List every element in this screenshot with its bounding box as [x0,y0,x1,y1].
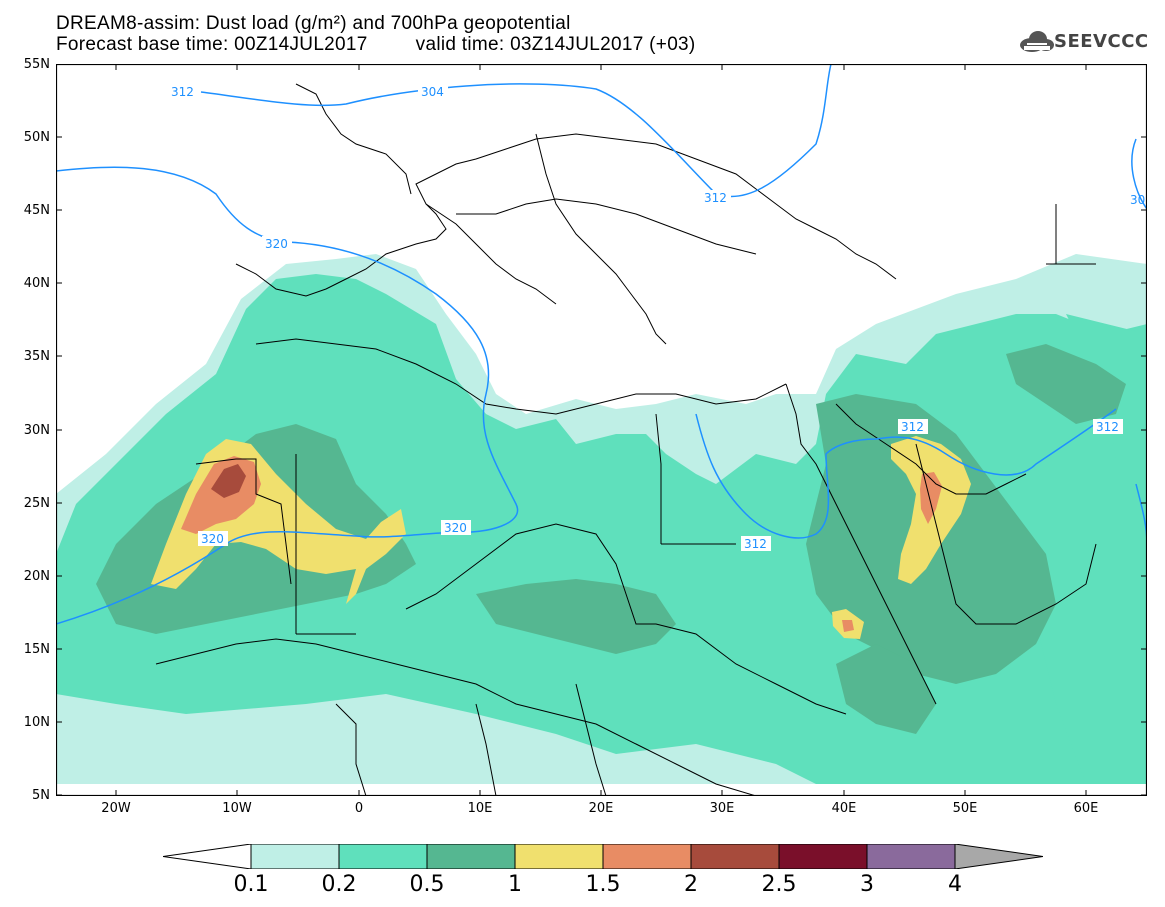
colorbar-segment [426,844,516,869]
contour-label-320a: 320 [265,237,288,251]
colorbar-segment [866,844,956,869]
geopotential-contours [56,64,1147,625]
lat-label: 5N [32,788,50,803]
lon-label: 40E [831,801,857,816]
colorbar-label: 1 [508,872,522,897]
lat-label: 50N [23,130,50,145]
colorbar-segment [778,844,868,869]
time-info: Forecast base time: 00Z14JUL2017 valid ti… [56,35,696,55]
map-title: DREAM8-assim: Dust load (g/m²) and 700hP… [56,13,571,34]
lon-label: 50E [952,801,978,816]
colorbar-label: 0.5 [409,872,445,897]
lat-label: 45N [23,203,50,218]
lon-label: 10E [467,801,493,816]
lat-label: 40N [23,276,50,291]
lat-label: 25N [23,496,50,511]
lon-label: 0 [354,801,364,816]
colorbar-label: 2.5 [761,872,797,897]
dust-level-2-areas [211,464,246,498]
lon-label: 20W [101,801,131,816]
colorbar-segment [338,844,428,869]
colorbar-segment [690,844,780,869]
colorbar-segment [602,844,692,869]
contour-label-312d: 312 [901,420,924,434]
lat-label: 10N [23,715,50,730]
contour-label-304: 304 [421,85,444,99]
seevccc-logo [1020,31,1054,52]
contour-labels: 312 304 312 320 320 320 312 312 312 30 [168,84,1145,551]
colorbar-label: 0.1 [233,872,269,897]
lon-label: 20E [588,801,614,816]
contour-label-320b: 320 [444,521,467,535]
lon-label: 30E [709,801,735,816]
colorbar [163,844,1043,869]
cloud-icon [1020,31,1054,52]
lat-label: 20N [23,569,50,584]
lat-label: 35N [23,349,50,364]
logo-text: SEEVCCC [1054,31,1149,52]
lat-label: 15N [23,642,50,657]
colorbar-segment-above [954,844,1043,869]
contour-label-312c: 312 [744,537,767,551]
lat-label: 30N [23,423,50,438]
lon-label: 10W [222,801,252,816]
base-time: Forecast base time: 00Z14JUL2017 [56,34,368,55]
dust-map: 312 304 312 320 320 320 312 312 312 30 [56,64,1147,796]
colorbar-segment [514,844,604,869]
axis-ticks [56,64,1147,796]
colorbar-segment-below [163,844,252,869]
colorbar-segment [250,844,340,869]
contour-label-312b: 312 [704,191,727,205]
contour-label-312e: 312 [1096,420,1119,434]
country-borders [155,83,1097,796]
colorbar-label: 4 [948,872,962,897]
contour-label-320c: 320 [201,532,224,546]
colorbar-label: 3 [860,872,874,897]
valid-time: valid time: 03Z14JUL2017 (+03) [415,34,696,55]
colorbar-label: 0.2 [321,872,357,897]
colorbar-label: 2 [684,872,698,897]
lat-label: 55N [23,57,50,72]
lon-label: 60E [1073,801,1099,816]
contour-label-312a: 312 [171,85,194,99]
contour-label-30: 30 [1130,193,1145,207]
colorbar-label: 1.5 [585,872,621,897]
